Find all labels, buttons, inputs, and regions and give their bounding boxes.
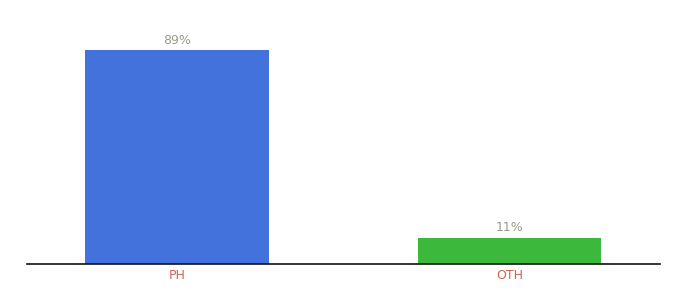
Bar	[418, 238, 601, 264]
Text: 89%: 89%	[163, 34, 191, 47]
Bar	[86, 50, 269, 264]
Text: 11%: 11%	[496, 221, 524, 234]
